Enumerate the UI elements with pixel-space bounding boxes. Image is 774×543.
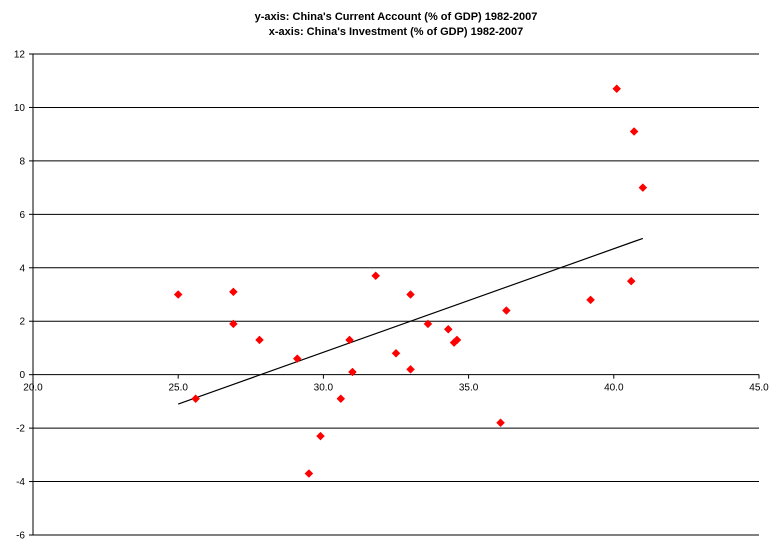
data-point [255,335,264,345]
data-point [292,354,302,363]
data-point [626,276,636,286]
data-point [629,127,639,136]
trendline-group [177,237,644,405]
y-tick-label: -6 [16,531,25,542]
axes [29,53,760,536]
y-tick-label: 8 [19,156,25,167]
y-tick-label: -2 [16,424,25,435]
x-tick-label: 20.0 [23,383,43,394]
x-tick-label: 40.0 [604,383,624,394]
data-point [391,348,401,358]
data-point [348,367,357,377]
y-tick-label: 0 [19,370,25,381]
data-point [316,431,325,441]
data-point [345,335,354,345]
data-point [496,418,505,428]
data-point [371,271,381,281]
gridlines [33,53,759,536]
data-point [638,183,648,192]
data-point [229,319,238,329]
data-point [406,290,415,299]
data-point [452,335,462,345]
x-tick-label: 35.0 [459,383,479,394]
y-tick-label: 4 [19,263,25,274]
data-point [173,290,183,299]
data-point [423,319,433,329]
data-point [501,306,511,315]
data-point [304,469,314,478]
y-tick-label: -4 [16,477,25,488]
y-tick-label: 10 [14,103,26,114]
y-tick-label: 6 [19,210,25,221]
y-tick-label: 12 [14,50,26,61]
x-tick-label: 25.0 [168,383,188,394]
data-point [612,84,622,94]
x-tick-label: 30.0 [314,383,334,394]
data-point [586,295,595,305]
data-point [406,364,415,374]
trendline [177,237,644,405]
chart-title-line-2: x-axis: China's Investment (% of GDP) 19… [269,26,523,38]
data-point [229,287,238,297]
data-point [443,324,453,334]
data-point [191,394,200,404]
x-tick-label: 45.0 [749,383,769,394]
tick-labels: -6 -4 -2 0 2 4 6 8 10 12 20.0 25.0 30.0 35.0 40.0 45.0 [14,50,769,542]
data-points [173,84,648,478]
data-point [336,394,346,404]
chart-title-line-1: y-axis: China's Current Account (% of GD… [255,11,538,23]
y-tick-label: 2 [19,317,25,328]
